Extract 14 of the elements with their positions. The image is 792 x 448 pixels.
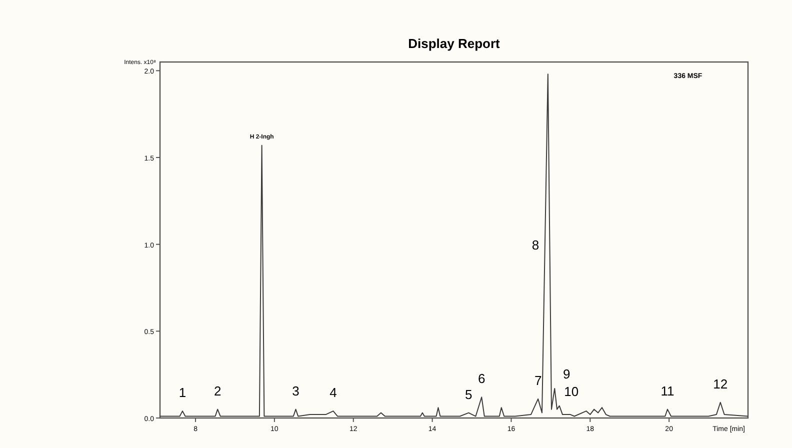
- annotation: 4: [330, 385, 337, 400]
- annotation: 1: [178, 385, 186, 400]
- annotation: 5: [464, 386, 472, 402]
- chart-title: Display Report: [408, 36, 501, 51]
- annotation: 10: [564, 384, 579, 399]
- annotation: 8: [532, 237, 540, 252]
- annotation: 12: [713, 376, 728, 392]
- annotation: 11: [660, 383, 674, 398]
- line-series: [160, 74, 748, 417]
- annotation: 2: [214, 383, 222, 398]
- annotation: 6: [478, 371, 486, 386]
- annotation: 7: [534, 372, 542, 388]
- annotation: 3: [292, 383, 300, 398]
- annotation: 9: [563, 366, 570, 382]
